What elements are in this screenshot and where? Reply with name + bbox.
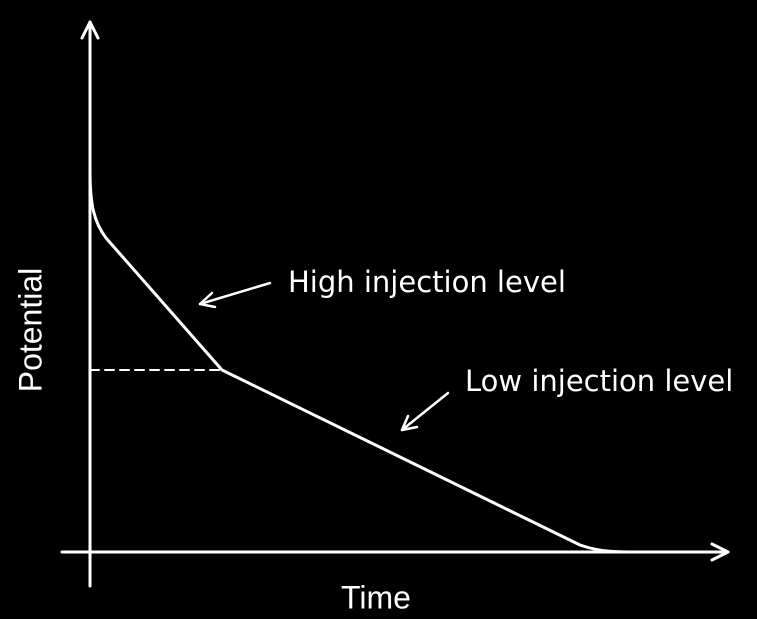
high-arrowhead	[198, 291, 217, 309]
low-arrow	[400, 391, 450, 432]
x-axis-label: Time	[341, 579, 411, 615]
potential-curve	[88, 168, 642, 554]
high-injection-annotation: High injection level	[288, 265, 566, 299]
y-axis-arrowhead	[80, 20, 100, 40]
low-injection-annotation: Low injection level	[465, 364, 733, 398]
low-arrowhead	[400, 414, 419, 432]
y-axis-label: Potential	[12, 268, 48, 393]
x-axis-arrowhead	[710, 542, 730, 562]
high-arrow	[198, 281, 272, 306]
